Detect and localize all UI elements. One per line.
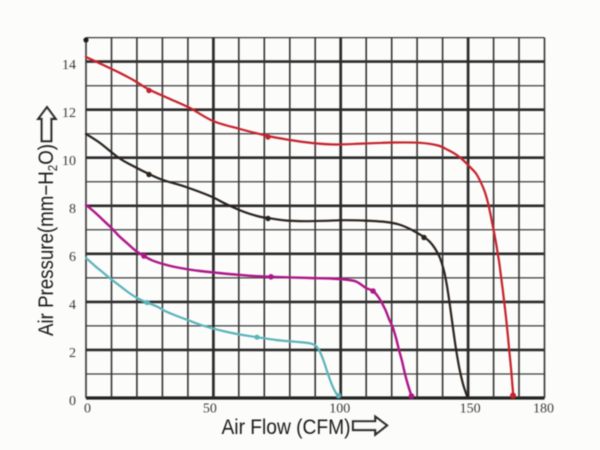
svg-text:6: 6 (69, 250, 76, 265)
svg-text:0: 0 (84, 402, 91, 417)
svg-text:100: 100 (329, 402, 350, 417)
svg-text:14: 14 (62, 58, 76, 73)
svg-text:2: 2 (69, 346, 76, 361)
svg-text:0: 0 (69, 394, 76, 409)
svg-text:180: 180 (533, 402, 554, 417)
svg-text:150: 150 (460, 402, 481, 417)
svg-text:Air Flow (CFM): Air Flow (CFM) (222, 416, 351, 439)
svg-text:8: 8 (69, 202, 76, 217)
svg-text:12: 12 (62, 106, 76, 121)
svg-text:Air Pressure(mm−H2O): Air Pressure(mm−H2O) (35, 144, 60, 336)
svg-text:50: 50 (203, 402, 217, 417)
svg-text:4: 4 (69, 298, 76, 313)
svg-text:10: 10 (62, 154, 76, 169)
